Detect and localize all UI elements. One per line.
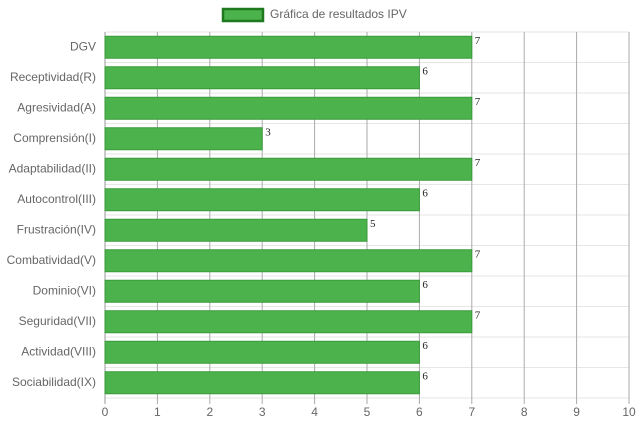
bar — [104, 340, 420, 364]
data-label: 6 — [422, 340, 428, 352]
bar — [104, 188, 420, 212]
data-label: 7 — [475, 157, 481, 169]
y-tick-label: Dominio(VI) — [33, 283, 96, 297]
x-tick-label: 7 — [468, 405, 475, 419]
y-tick-label: Actividad(VIII) — [21, 344, 96, 358]
bar — [104, 249, 473, 273]
data-label: 6 — [422, 370, 428, 382]
y-tick-label: Sociabilidad(IX) — [12, 375, 96, 389]
data-label: 5 — [370, 218, 376, 230]
data-label: 6 — [422, 187, 428, 199]
x-tick-label: 10 — [622, 405, 636, 419]
x-tick-label: 5 — [364, 405, 371, 419]
bar — [104, 157, 473, 181]
legend-swatch — [221, 7, 265, 23]
y-tick-label: Frustración(IV) — [17, 222, 96, 236]
bar — [104, 279, 420, 303]
y-tick-label: Receptividad(R) — [10, 70, 96, 84]
x-tick-label: 2 — [206, 405, 213, 419]
bar — [104, 96, 473, 120]
x-tick-label: 9 — [573, 405, 580, 419]
bar — [104, 66, 420, 90]
data-label: 7 — [475, 248, 481, 260]
y-tick-label: Agresividad(A) — [17, 100, 96, 114]
bar — [104, 310, 473, 334]
data-label: 3 — [265, 126, 271, 138]
bar — [104, 35, 473, 59]
x-tick-label: 1 — [154, 405, 161, 419]
y-tick-label: DGV — [70, 39, 96, 53]
bar — [104, 127, 263, 151]
data-label: 6 — [422, 65, 428, 77]
x-tick-label: 0 — [102, 405, 109, 419]
y-tick-label: Adaptabilidad(II) — [9, 161, 96, 175]
x-tick-label: 6 — [416, 405, 423, 419]
data-label: 7 — [475, 309, 481, 321]
data-label: 7 — [475, 96, 481, 108]
bar — [104, 218, 368, 242]
x-tick-label: 8 — [521, 405, 528, 419]
bar — [104, 371, 420, 395]
y-tick-label: Autocontrol(III) — [17, 192, 96, 206]
x-tick-label: 3 — [259, 405, 266, 419]
data-label: 7 — [475, 35, 481, 47]
x-tick-label: 4 — [311, 405, 318, 419]
data-label: 6 — [422, 279, 428, 291]
y-tick-label: Seguridad(VII) — [19, 314, 96, 328]
y-tick-label: Combatividad(V) — [7, 253, 96, 267]
legend-label: Gráfica de resultados IPV — [270, 7, 407, 21]
y-tick-label: Comprensión(I) — [13, 131, 96, 145]
